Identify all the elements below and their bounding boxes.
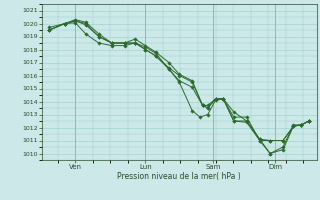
- X-axis label: Pression niveau de la mer( hPa ): Pression niveau de la mer( hPa ): [117, 172, 241, 181]
